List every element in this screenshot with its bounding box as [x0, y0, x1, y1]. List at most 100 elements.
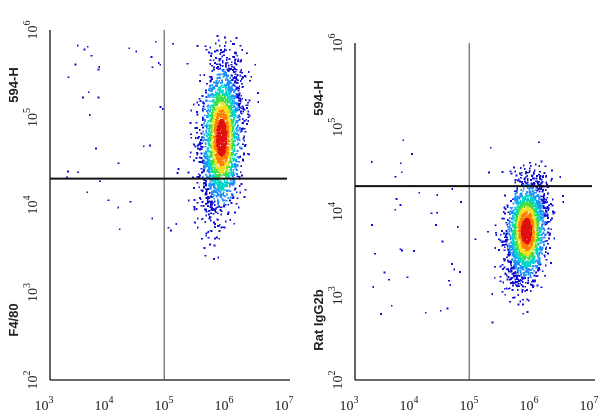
- data-point: [526, 171, 529, 174]
- data-point: [526, 250, 529, 252]
- data-point: [543, 254, 546, 257]
- data-point: [246, 107, 248, 109]
- data-point: [208, 119, 211, 122]
- data-point: [533, 182, 535, 184]
- data-point: [528, 171, 531, 174]
- data-point: [226, 153, 229, 155]
- data-point: [519, 202, 522, 204]
- data-point: [532, 279, 534, 282]
- data-point: [244, 130, 247, 133]
- data-point: [512, 240, 515, 242]
- data-point: [453, 268, 456, 271]
- data-point: [226, 82, 229, 85]
- data-point: [534, 203, 537, 205]
- data-point: [203, 167, 206, 170]
- data-point: [229, 104, 231, 107]
- data-point: [232, 129, 234, 131]
- data-point: [540, 182, 543, 184]
- data-point: [233, 130, 236, 133]
- data-point: [538, 203, 541, 206]
- data-point: [514, 238, 517, 240]
- data-point: [217, 187, 219, 189]
- data-point: [529, 269, 532, 271]
- data-point: [219, 125, 222, 128]
- data-point: [220, 111, 223, 114]
- data-point: [237, 104, 240, 107]
- data-point: [525, 213, 528, 216]
- data-point: [229, 112, 232, 115]
- data-point: [230, 118, 233, 121]
- data-point: [522, 260, 525, 263]
- data-point: [219, 64, 222, 67]
- data-point: [210, 104, 213, 107]
- data-point: [222, 86, 224, 89]
- data-point: [210, 52, 213, 55]
- data-point: [517, 203, 520, 206]
- data-point: [519, 180, 521, 183]
- data-point: [225, 92, 228, 95]
- data-point: [522, 218, 525, 221]
- data-point: [522, 184, 525, 186]
- data-point: [499, 233, 502, 236]
- data-point: [99, 180, 101, 183]
- data-point: [229, 86, 232, 89]
- data-point: [547, 209, 550, 212]
- data-point: [221, 91, 224, 94]
- data-point: [205, 232, 208, 235]
- data-point: [512, 212, 515, 215]
- data-point: [223, 181, 226, 184]
- data-point: [231, 137, 233, 140]
- data-point: [219, 106, 221, 109]
- data-point: [538, 230, 541, 233]
- data-point: [205, 131, 208, 134]
- data-point: [210, 125, 213, 128]
- data-point: [508, 232, 510, 235]
- data-point: [535, 201, 538, 204]
- data-point: [533, 217, 536, 220]
- data-point: [521, 205, 524, 208]
- data-point: [541, 190, 544, 193]
- data-point: [239, 111, 242, 114]
- data-point: [227, 173, 230, 176]
- data-point: [394, 175, 397, 178]
- data-point: [232, 109, 235, 112]
- data-point: [231, 164, 233, 167]
- data-point: [215, 137, 217, 139]
- data-point: [212, 191, 215, 193]
- data-point: [223, 170, 225, 173]
- data-point: [542, 223, 544, 226]
- data-point: [514, 267, 517, 270]
- data-point: [224, 172, 227, 174]
- data-point: [234, 80, 237, 82]
- data-point: [523, 266, 526, 269]
- data-point: [229, 127, 232, 129]
- data-point: [230, 63, 233, 66]
- data-point: [534, 198, 536, 201]
- data-point: [529, 197, 532, 199]
- data-point: [535, 275, 538, 278]
- data-point: [88, 114, 91, 116]
- data-point: [224, 131, 227, 133]
- data-point: [538, 242, 541, 245]
- data-point: [518, 285, 520, 288]
- data-point: [209, 46, 212, 49]
- data-point: [211, 70, 214, 72]
- data-point: [229, 138, 231, 141]
- data-point: [83, 48, 86, 51]
- data-point: [517, 294, 520, 296]
- data-point: [222, 115, 225, 117]
- data-point: [529, 275, 532, 278]
- data-point: [215, 207, 217, 210]
- data-point: [204, 125, 207, 127]
- data-point: [247, 113, 249, 116]
- data-point: [219, 191, 222, 193]
- data-point: [517, 258, 520, 261]
- data-point: [227, 157, 229, 160]
- data-point: [207, 197, 210, 199]
- data-point: [207, 93, 210, 96]
- data-point: [228, 80, 231, 82]
- data-point: [231, 157, 234, 160]
- data-point: [215, 81, 217, 84]
- data-point: [231, 99, 234, 102]
- data-point: [230, 146, 233, 149]
